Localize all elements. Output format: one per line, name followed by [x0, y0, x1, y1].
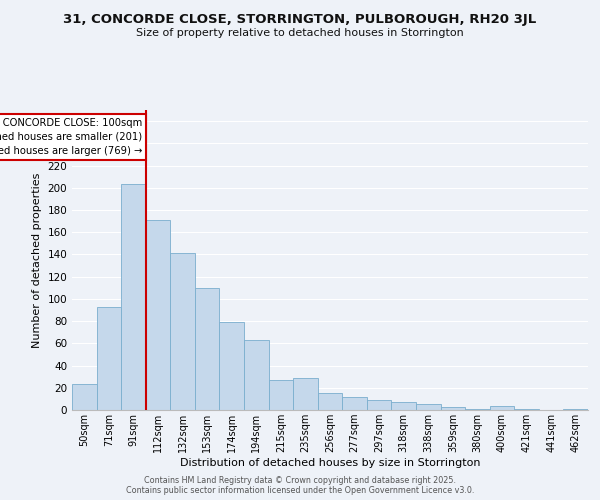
Bar [367, 400, 391, 410]
Text: 31, CONCORDE CLOSE, STORRINGTON, PULBOROUGH, RH20 3JL: 31, CONCORDE CLOSE, STORRINGTON, PULBORO… [64, 12, 536, 26]
Bar [416, 404, 440, 410]
Bar [514, 409, 539, 410]
X-axis label: Distribution of detached houses by size in Storrington: Distribution of detached houses by size … [180, 458, 480, 468]
Bar [342, 396, 367, 410]
Bar [391, 402, 416, 410]
Bar [440, 406, 465, 410]
Bar [121, 184, 146, 410]
Bar [293, 378, 318, 410]
Text: 31 CONCORDE CLOSE: 100sqm
← 21% of detached houses are smaller (201)
79% of semi: 31 CONCORDE CLOSE: 100sqm ← 21% of detac… [0, 118, 142, 156]
Bar [146, 220, 170, 410]
Bar [563, 409, 588, 410]
Bar [72, 384, 97, 410]
Bar [195, 288, 220, 410]
Y-axis label: Number of detached properties: Number of detached properties [32, 172, 42, 348]
Bar [97, 306, 121, 410]
Bar [170, 254, 195, 410]
Bar [269, 380, 293, 410]
Text: Contains public sector information licensed under the Open Government Licence v3: Contains public sector information licen… [126, 486, 474, 495]
Bar [490, 406, 514, 410]
Bar [465, 409, 490, 410]
Text: Contains HM Land Registry data © Crown copyright and database right 2025.: Contains HM Land Registry data © Crown c… [144, 476, 456, 485]
Bar [220, 322, 244, 410]
Text: Size of property relative to detached houses in Storrington: Size of property relative to detached ho… [136, 28, 464, 38]
Bar [318, 394, 342, 410]
Bar [244, 340, 269, 410]
